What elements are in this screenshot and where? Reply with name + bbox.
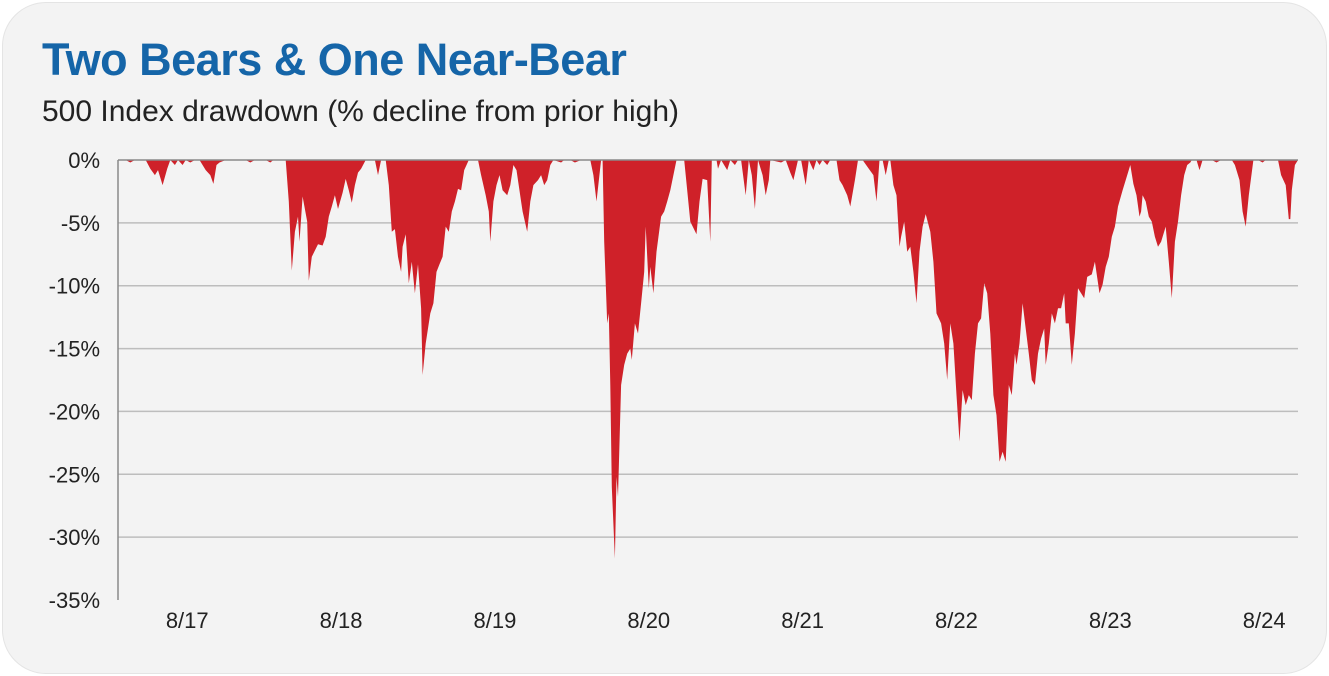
y-tick-label: -30% — [49, 525, 100, 550]
y-tick-label: -35% — [49, 588, 100, 613]
y-tick-label: 0% — [68, 148, 100, 173]
y-tick-label: -10% — [49, 274, 100, 299]
gridlines — [118, 222, 1298, 538]
y-tick-label: -25% — [49, 462, 100, 487]
y-tick-label: -15% — [49, 337, 100, 362]
drawdown-area-layer — [118, 160, 1298, 559]
x-tick-label: 8/20 — [627, 608, 670, 633]
chart-title: Two Bears & One Near-Bear — [42, 34, 627, 85]
x-tick-label: 8/22 — [935, 608, 978, 633]
y-axis-tick-labels: 0% -5% -10% -15% -20% -25% -30% -35% — [49, 148, 100, 613]
x-axis-tick-labels: 8/17 8/18 8/19 8/20 8/21 8/22 8/23 8/24 — [166, 608, 1286, 633]
x-tick-label: 8/21 — [781, 608, 824, 633]
x-tick-label: 8/19 — [474, 608, 517, 633]
y-tick-label: -5% — [61, 211, 100, 236]
x-tick-label: 8/18 — [320, 608, 363, 633]
x-tick-label: 8/24 — [1243, 608, 1286, 633]
drawdown-area — [118, 160, 1298, 559]
x-tick-label: 8/17 — [166, 608, 209, 633]
axes — [117, 159, 1298, 600]
x-tick-label: 8/23 — [1089, 608, 1132, 633]
chart-subtitle: 500 Index drawdown (% decline from prior… — [42, 95, 679, 128]
y-tick-label: -20% — [49, 399, 100, 424]
